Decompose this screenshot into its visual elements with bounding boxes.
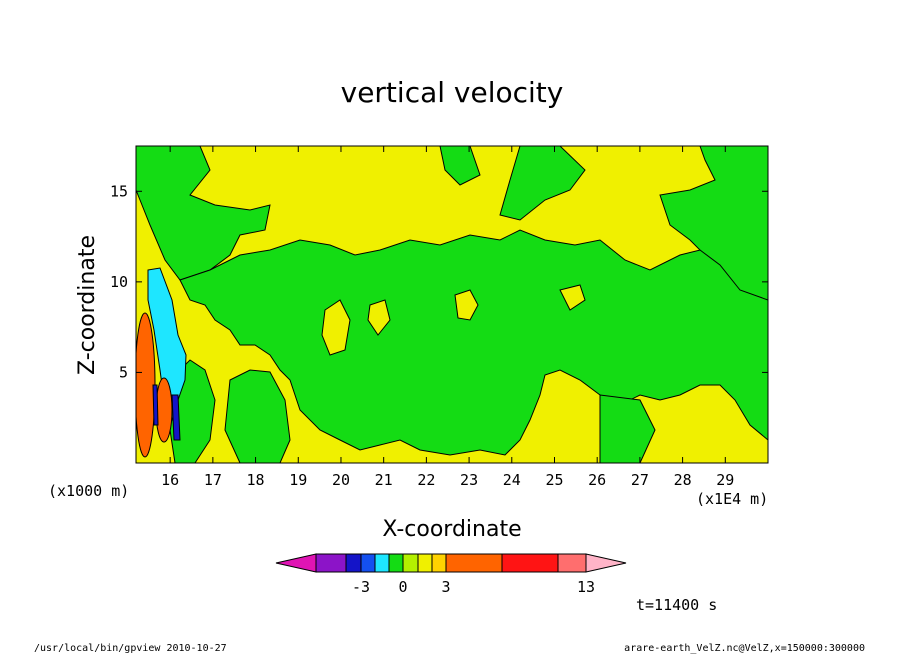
contour-fields (136, 146, 768, 463)
y-tick-group: 5 10 15 (110, 182, 768, 381)
colorbar-segment (374, 553, 390, 573)
island-yellow-2 (367, 299, 391, 336)
x-tick-label: 25 (545, 471, 563, 489)
streak-blue-2 (171, 394, 181, 441)
x-tick-label: 16 (161, 471, 179, 489)
x-tick-label: 28 (674, 471, 692, 489)
colorbar-segment (315, 553, 347, 573)
colorbar-segment (345, 553, 362, 573)
region-green-top-right (499, 146, 586, 221)
colorbar-high-arrow (585, 553, 627, 573)
x-tick-label: 27 (631, 471, 649, 489)
x-tick-label: 20 (332, 471, 350, 489)
colorbar-tick-label: 0 (398, 578, 407, 596)
colorbar-segment (431, 553, 447, 573)
x-tick-label: 22 (417, 471, 435, 489)
y-tick-label: 15 (110, 182, 128, 200)
y-axis-title: Z-coordinate (75, 235, 100, 375)
colorbar-segment (402, 553, 419, 573)
colorbar-segment (501, 553, 559, 573)
y-tick-label: 5 (119, 363, 128, 381)
colorbar-low-arrow (275, 553, 317, 573)
colorbar-segment (388, 553, 404, 573)
colorbar-tick-label: 3 (441, 578, 450, 596)
region-green-lower-mid (224, 369, 291, 463)
region-green-upper-left (136, 146, 271, 281)
island-yellow-3 (454, 289, 479, 321)
x-tick-label: 26 (588, 471, 606, 489)
x-unit-label: (x1E4 m) (696, 490, 768, 508)
time-label: t=11400 s (636, 596, 717, 614)
x-axis-title: X-coordinate (382, 517, 521, 542)
colorbar-tick-labels: -3 0 3 13 (352, 578, 595, 596)
x-tick-label: 24 (503, 471, 521, 489)
colorbar-tick-label: -3 (352, 578, 370, 596)
plot-frame (135, 145, 769, 464)
colorbar-tick-label: 13 (577, 578, 595, 596)
y-unit-label: (x1000 m) (48, 482, 129, 500)
x-tick-group: 16 17 18 19 20 21 22 23 24 25 26 27 28 29 (161, 146, 734, 489)
colorbar-segment (360, 553, 376, 573)
island-yellow-1 (321, 299, 351, 356)
streak-blue-1 (152, 384, 159, 426)
colorbar-segment (445, 553, 503, 573)
x-tick-label: 17 (204, 471, 222, 489)
region-green-right (659, 146, 768, 301)
chart-title: vertical velocity (341, 76, 564, 109)
x-tick-label: 18 (247, 471, 265, 489)
region-green-bottom-right (599, 394, 656, 463)
footer-left: /usr/local/bin/gpview 2010-10-27 (34, 643, 227, 654)
x-tick-label: 21 (375, 471, 393, 489)
x-tick-label: 23 (460, 471, 478, 489)
core-orange-left (136, 312, 156, 458)
region-green-top-mid (439, 146, 481, 186)
island-yellow-4 (559, 284, 586, 311)
plot-area: 16 17 18 19 20 21 22 23 24 25 26 27 28 29 5 10 15 (110, 145, 769, 489)
colorbar-segment (557, 553, 587, 573)
core-orange-right (155, 377, 173, 443)
footer-right: arare-earth_VelZ.nc@VelZ,x=150000:300000 (624, 643, 865, 654)
y-tick-label: 10 (110, 273, 128, 291)
x-tick-label: 19 (289, 471, 307, 489)
x-tick-label: 29 (716, 471, 734, 489)
colorbar-segment (417, 553, 433, 573)
colorbar (275, 553, 627, 573)
